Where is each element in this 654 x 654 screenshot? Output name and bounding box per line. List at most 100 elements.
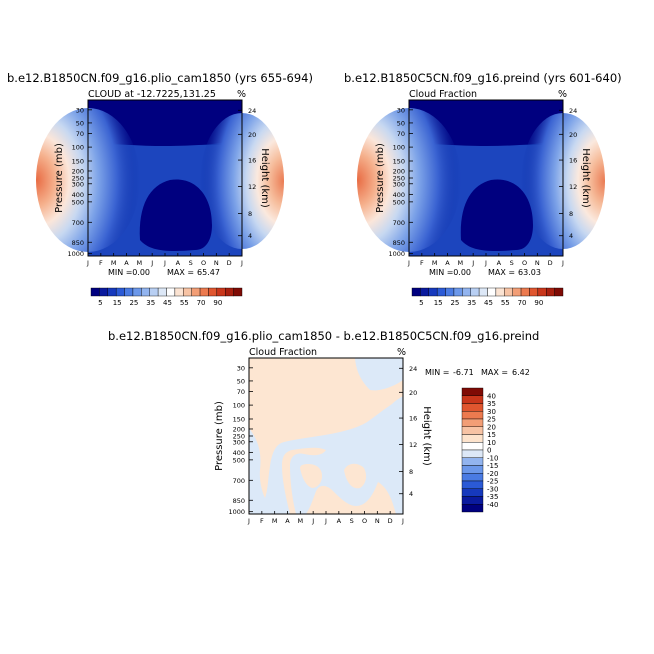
colorbar-swatch <box>461 504 484 513</box>
panel-2-unit: % <box>558 89 567 100</box>
panel-3-negative-top <box>355 358 403 391</box>
height-tick-label: 24 <box>569 107 577 115</box>
month-tick-label: J <box>163 259 166 267</box>
height-tick-label: 8 <box>409 468 413 476</box>
height-tick-label: 4 <box>409 490 413 498</box>
colorbar-swatch <box>199 287 209 297</box>
colorbar-swatch <box>453 287 463 297</box>
colorbar-swatch <box>462 287 471 297</box>
colorbar-swatch <box>90 287 100 297</box>
month-tick-label: J <box>86 259 89 267</box>
colorbar-tick-label: 45 <box>163 299 172 307</box>
month-tick-label: O <box>522 259 527 267</box>
panel-2-min-value: 0.00 <box>453 268 471 277</box>
panel-1-ylabel: Pressure (mb) <box>54 143 65 213</box>
colorbar-swatch <box>470 287 480 297</box>
panel-3-ylabel: Pressure (mb) <box>214 401 225 471</box>
panel-3-negative-lower <box>249 396 403 514</box>
pressure-tick-label: 200 <box>233 425 245 433</box>
colorbar-tick-label: -40 <box>487 501 498 509</box>
colorbar-swatch <box>537 287 547 297</box>
height-tick-label: 16 <box>409 415 417 423</box>
month-tick-label: O <box>201 259 206 267</box>
colorbar-tick-label: 90 <box>213 299 222 307</box>
colorbar-swatch <box>478 287 488 297</box>
panel-1-subtitle: CLOUD at -12.7225,131.25 <box>88 89 216 100</box>
height-tick-label: 12 <box>248 183 256 191</box>
panel-3-min-label: MIN = <box>425 368 450 377</box>
panel-3-height-ticks: 24 20 16 12 8 4 <box>399 365 417 498</box>
month-tick-label: F <box>420 259 424 267</box>
month-tick-label: N <box>214 259 219 267</box>
colorbar-swatch <box>546 287 555 297</box>
pressure-tick-label: 400 <box>72 191 84 199</box>
month-tick-label: M <box>298 517 304 525</box>
panel-3-positive-pocket <box>300 464 322 488</box>
colorbar-swatch <box>461 496 484 505</box>
panel-3-positive-pocket-2 <box>344 463 367 489</box>
pressure-tick-label: 30 <box>397 106 405 114</box>
colorbar-tick-label: 15 <box>487 431 496 439</box>
panel-3-max-value: 6.42 <box>512 368 530 377</box>
panel-3-min-value: -6.71 <box>453 368 474 377</box>
height-tick-label: 20 <box>409 389 417 397</box>
panel-1-ylabel-right: Height (km) <box>259 148 270 208</box>
pressure-tick-label: 850 <box>393 239 405 247</box>
colorbar-swatch <box>233 287 243 297</box>
panel-1-max-label: MAX = <box>167 268 194 277</box>
pressure-tick-label: 850 <box>233 497 245 505</box>
month-tick-label: A <box>497 259 502 267</box>
month-tick-label: A <box>124 259 129 267</box>
pressure-tick-label: 300 <box>233 438 245 446</box>
colorbar-swatch <box>461 457 484 466</box>
colorbar-swatch <box>149 287 159 297</box>
height-tick-label: 16 <box>248 157 256 165</box>
colorbar-swatch <box>216 287 226 297</box>
pressure-tick-label: 250 <box>72 175 84 183</box>
panel-1-min-value: 0.00 <box>132 268 150 277</box>
month-tick-label: J <box>240 259 243 267</box>
pressure-tick-label: 70 <box>76 130 84 138</box>
month-tick-label: A <box>337 517 342 525</box>
height-tick-label: 8 <box>248 210 252 218</box>
month-tick-label: A <box>176 259 181 267</box>
pressure-tick-label: 30 <box>76 106 84 114</box>
panel-2-lower-dark <box>460 179 533 251</box>
panel-2-height-ticks: 24 20 16 12 8 4 <box>559 107 577 240</box>
panel-3-title: b.e12.B1850CN.f09_g16.plio_cam1850 - b.e… <box>108 329 539 343</box>
colorbar-swatch <box>225 287 234 297</box>
pressure-tick-label: 30 <box>237 364 245 372</box>
colorbar-tick-label: 20 <box>487 423 496 431</box>
height-tick-label: 12 <box>409 441 417 449</box>
panel-2: b.e12.B1850C5CN.f09_g16.preind (yrs 601-… <box>344 71 622 307</box>
month-tick-label: M <box>137 259 143 267</box>
pressure-tick-label: 50 <box>76 119 84 127</box>
month-tick-label: N <box>535 259 540 267</box>
panel-2-max-value: 63.03 <box>518 268 541 277</box>
panel-3-subtitle: Cloud Fraction <box>249 347 317 358</box>
colorbar-swatch <box>107 287 117 297</box>
panel-2-title: b.e12.B1850C5CN.f09_g16.preind (yrs 601-… <box>344 71 622 85</box>
pressure-tick-label: 250 <box>233 433 245 441</box>
pressure-tick-label: 50 <box>397 119 405 127</box>
colorbar-tick-label: 35 <box>146 299 155 307</box>
panel-3-max-label: MAX = <box>481 368 508 377</box>
height-tick-label: 12 <box>569 183 577 191</box>
colorbar-swatch <box>461 473 484 482</box>
pressure-tick-label: 150 <box>233 415 245 423</box>
colorbar-swatch <box>461 387 484 396</box>
panel-1-unit: % <box>237 89 246 100</box>
colorbar-tick-label: 90 <box>534 299 543 307</box>
pressure-tick-label: 400 <box>393 191 405 199</box>
height-tick-label: 24 <box>248 107 256 115</box>
colorbar-tick-label: 15 <box>434 299 443 307</box>
colorbar-swatch <box>428 287 438 297</box>
month-tick-label: J <box>150 259 153 267</box>
pressure-tick-label: 70 <box>237 388 245 396</box>
panel-1-height-ticks: 24 20 16 12 8 4 <box>238 107 256 240</box>
